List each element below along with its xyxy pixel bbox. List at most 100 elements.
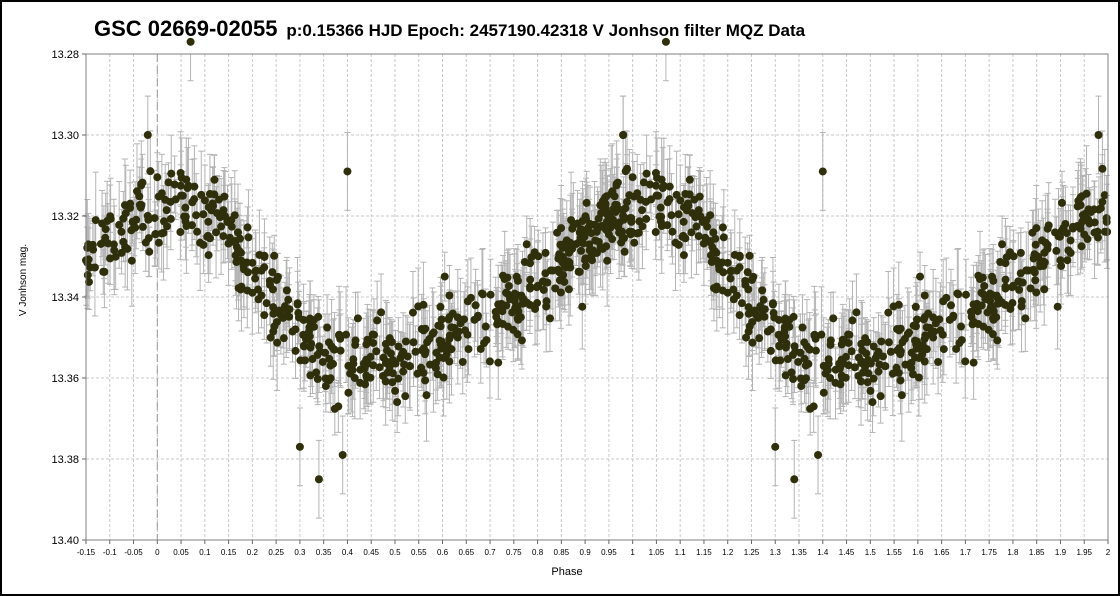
data-point — [806, 404, 815, 413]
data-point — [109, 240, 118, 249]
data-point — [800, 354, 809, 363]
data-point — [186, 37, 195, 46]
data-point — [747, 275, 756, 284]
data-point — [819, 388, 828, 397]
data-point — [826, 373, 835, 382]
data-point — [237, 282, 246, 291]
data-point — [805, 345, 814, 354]
data-point — [992, 291, 1001, 300]
data-point — [946, 301, 955, 310]
data-point — [130, 222, 139, 231]
data-point — [598, 244, 607, 253]
x-tick-label: 0.05 — [173, 548, 189, 557]
x-tick-label: 0.95 — [601, 548, 617, 557]
x-tick-label: 0.8 — [532, 548, 544, 557]
data-point — [517, 336, 526, 345]
data-point — [912, 315, 921, 324]
y-tick-label: 13.40 — [51, 535, 79, 547]
data-point — [639, 178, 648, 187]
data-point — [494, 317, 503, 326]
data-point — [154, 238, 163, 247]
data-point — [373, 316, 382, 325]
x-tick-label: 1.7 — [960, 548, 972, 557]
data-point — [1015, 285, 1024, 294]
data-point — [433, 370, 442, 379]
data-point — [117, 227, 126, 236]
data-point — [1024, 266, 1033, 275]
data-point — [182, 222, 191, 231]
data-point — [914, 373, 923, 382]
data-point — [1102, 217, 1111, 226]
plot-border — [85, 53, 1109, 541]
data-point — [634, 228, 643, 237]
data-point — [381, 377, 390, 386]
x-tick-label: 0.6 — [437, 548, 449, 557]
data-point — [342, 330, 351, 339]
data-point — [988, 272, 997, 281]
data-point — [1066, 236, 1075, 245]
data-point — [543, 278, 552, 287]
data-point — [955, 339, 964, 348]
data-point — [351, 336, 360, 345]
data-point — [745, 251, 754, 260]
data-point — [545, 314, 554, 323]
data-point — [896, 350, 905, 359]
x-tick-label: 0.65 — [458, 548, 474, 557]
data-point — [874, 367, 883, 376]
data-point — [823, 366, 832, 375]
x-tick-label: 0.1 — [199, 548, 211, 557]
data-point — [618, 227, 627, 236]
y-tick-label: 13.32 — [51, 211, 79, 223]
data-point — [622, 197, 631, 206]
data-point — [502, 301, 511, 310]
data-point — [850, 363, 859, 372]
data-point — [326, 361, 335, 370]
data-point — [759, 295, 768, 304]
x-tick-label: 0.85 — [554, 548, 570, 557]
data-point — [824, 355, 833, 364]
data-point — [234, 247, 243, 256]
data-point — [243, 223, 252, 232]
data-point — [143, 211, 152, 220]
data-point — [146, 167, 155, 176]
data-point — [578, 217, 587, 226]
x-tick-label: 0.55 — [411, 548, 427, 557]
data-point — [674, 240, 683, 249]
data-point — [1001, 275, 1010, 284]
data-point — [476, 344, 485, 353]
data-point — [413, 369, 422, 378]
data-point — [1039, 257, 1048, 266]
data-point — [811, 346, 820, 355]
data-point — [127, 256, 136, 265]
data-point — [814, 450, 823, 459]
data-point — [1064, 246, 1073, 255]
data-point — [998, 240, 1007, 249]
data-point — [1073, 221, 1082, 230]
data-point — [285, 312, 294, 321]
data-point — [633, 189, 642, 198]
x-tick-label: 2 — [1106, 548, 1111, 557]
data-point — [162, 206, 171, 215]
x-tick-label: 1.15 — [696, 548, 712, 557]
data-point — [987, 302, 996, 311]
y-axis-label: V Jonhson mag. — [18, 244, 29, 316]
data-point — [628, 173, 637, 182]
data-point — [968, 308, 977, 317]
data-point — [260, 263, 269, 272]
data-point — [582, 198, 591, 207]
data-point — [309, 316, 318, 325]
data-point — [726, 274, 735, 283]
data-point — [837, 371, 846, 380]
data-point — [661, 37, 670, 46]
data-point — [143, 131, 152, 139]
data-point — [564, 257, 573, 266]
data-point — [678, 232, 687, 241]
data-point — [362, 340, 371, 349]
data-point — [443, 346, 452, 355]
data-point — [388, 356, 397, 365]
data-point — [864, 356, 873, 365]
data-point — [826, 336, 835, 345]
data-point — [219, 210, 228, 219]
data-point — [760, 312, 769, 321]
data-point — [153, 173, 162, 182]
